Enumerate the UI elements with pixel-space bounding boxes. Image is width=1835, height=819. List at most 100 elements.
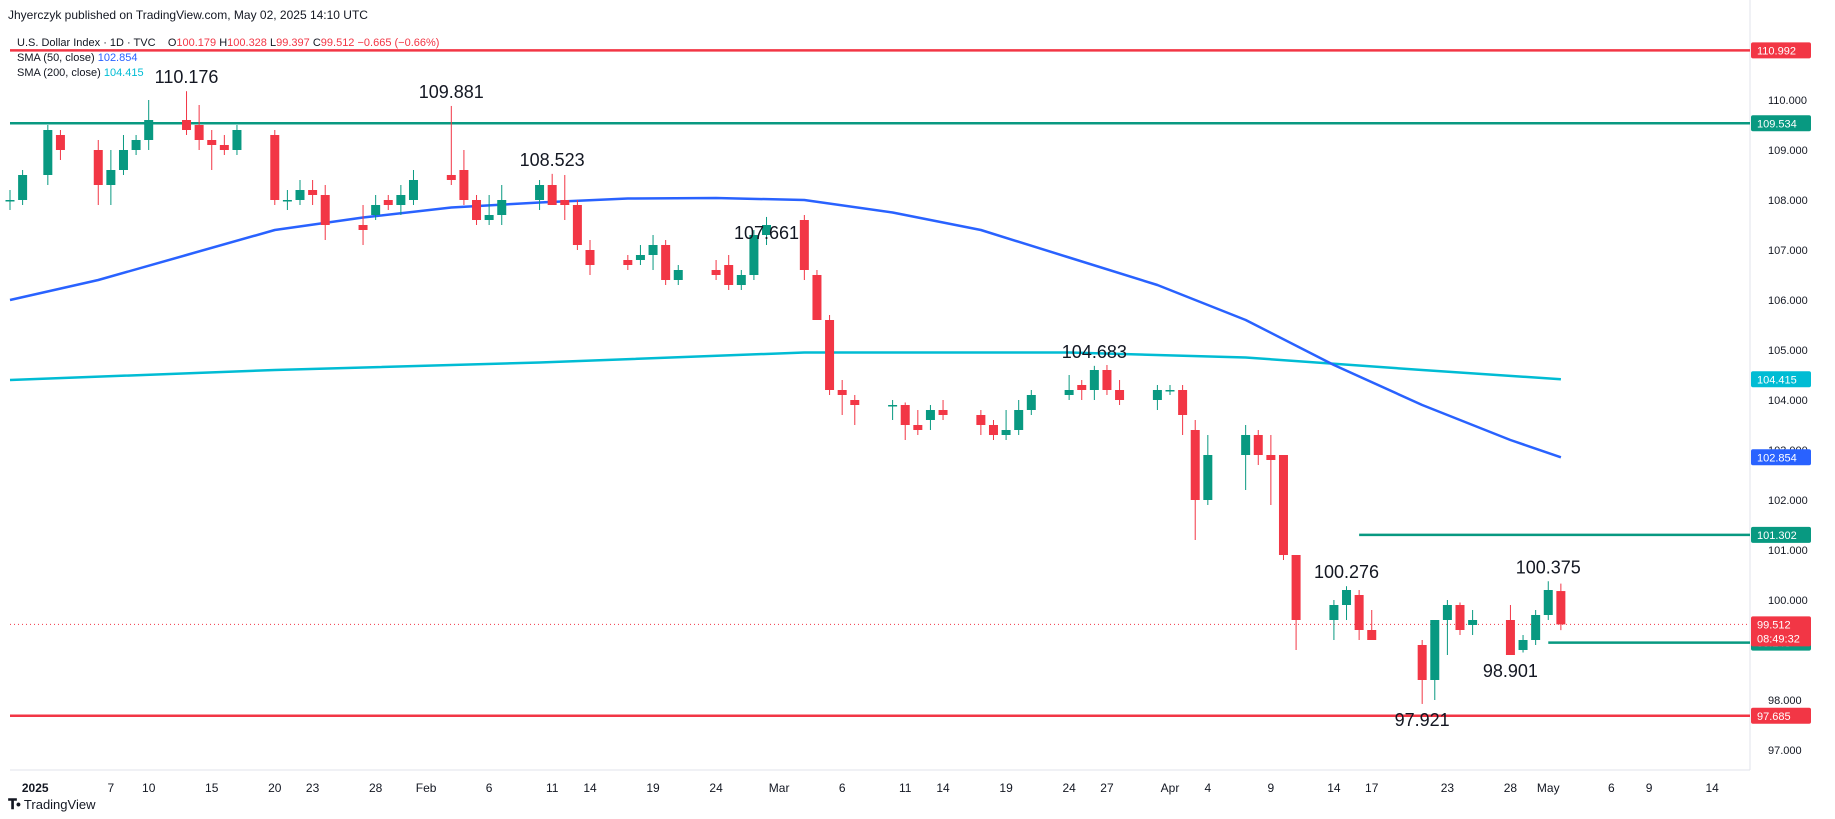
level-badge-label: 101.302: [1757, 530, 1797, 542]
candle-body: [1342, 590, 1352, 605]
x-tick-label: 19: [999, 781, 1013, 795]
candle-body: [661, 245, 671, 280]
x-tick-label: Mar: [769, 781, 790, 795]
level-badge-label: 109.534: [1757, 118, 1797, 130]
x-tick-label: 11: [546, 781, 559, 795]
sma50-line: [9, 196, 1562, 459]
x-tick-label: 19: [646, 781, 660, 795]
candle-body: [648, 245, 658, 255]
x-tick-label: 6: [839, 781, 846, 795]
x-tick-label: 6: [486, 781, 493, 795]
candle-body: [459, 170, 469, 200]
candle-body: [1026, 395, 1036, 410]
candle-body: [749, 235, 759, 275]
y-tick-label: 100.000: [1768, 595, 1808, 607]
candle-body: [1367, 630, 1377, 640]
candle-body: [585, 250, 595, 265]
price-annotation: 98.901: [1483, 661, 1538, 681]
x-tick-label: 15: [205, 781, 219, 795]
y-tick-label: 104.000: [1768, 395, 1808, 407]
price-annotation: 108.523: [520, 150, 585, 170]
x-tick-label: 14: [936, 781, 950, 795]
x-tick-label: May: [1537, 781, 1560, 795]
candle-body: [1455, 605, 1465, 630]
x-tick-label: 14: [1327, 781, 1341, 795]
candle-body: [308, 190, 318, 195]
candle-body: [282, 200, 292, 202]
candle-body: [850, 400, 860, 405]
level-badge-bg: [1751, 115, 1811, 132]
candle-body: [1241, 435, 1251, 455]
candle-body: [1266, 455, 1276, 460]
last-price-badge-bg: [1751, 616, 1811, 647]
candle-body: [144, 120, 154, 140]
tradingview-logo-text: TradingView: [23, 797, 96, 812]
legend-open-value: 100.179: [176, 37, 217, 49]
tradingview-logo[interactable]: 𝐓• TradingView: [8, 796, 95, 813]
candle-body: [207, 140, 217, 145]
y-tick-label: 109.000: [1768, 145, 1808, 157]
x-tick-label: 23: [306, 781, 320, 795]
candle-body: [55, 135, 65, 150]
y-tick-label: 105.000: [1768, 345, 1808, 357]
x-tick-label: 28: [1504, 781, 1518, 795]
legend-sma50[interactable]: SMA (50, close) 102.854: [17, 51, 439, 66]
candle-body: [1329, 605, 1339, 620]
legend-low-label: L: [269, 37, 277, 49]
level-badge-bg: [1751, 526, 1811, 543]
candle-body: [383, 200, 393, 205]
candle-body: [736, 275, 746, 285]
legend: U.S. Dollar Index · 1D · TVC O100.179 H1…: [17, 36, 439, 81]
sma200-line: [9, 351, 1561, 382]
candle-body: [131, 140, 141, 150]
candle-body: [1354, 595, 1364, 630]
candle-body: [18, 175, 28, 200]
x-tick-label: 10: [142, 781, 156, 795]
publisher-line: Jhyerczyk published on TradingView.com, …: [8, 8, 368, 22]
price-annotation: 107.661: [734, 223, 799, 243]
y-tick-label: 98.000: [1768, 695, 1802, 707]
candle-body: [219, 145, 229, 150]
x-tick-label: 28: [369, 781, 383, 795]
last-price-badge-label: 99.512: [1757, 619, 1791, 631]
candle-body: [1115, 390, 1125, 400]
candle-body: [1203, 455, 1213, 500]
candle-body: [396, 195, 406, 205]
sma-badge-label: 104.415: [1757, 374, 1797, 386]
candle-body: [976, 415, 986, 425]
x-tick-label: 17: [1365, 781, 1379, 795]
candle-body: [1278, 455, 1288, 555]
legend-high-label: H: [219, 37, 228, 49]
candle-body: [812, 275, 822, 320]
candle-body: [484, 215, 494, 220]
y-tick-label: 97.000: [1768, 745, 1802, 757]
sma-badge-bg: [1751, 371, 1811, 388]
y-tick-label: 106.000: [1768, 295, 1808, 307]
legend-sma200[interactable]: SMA (200, close) 104.415: [17, 66, 439, 81]
candle-body: [1014, 410, 1024, 430]
candle-body: [408, 180, 418, 200]
legend-close-label: C: [312, 37, 321, 49]
price-annotation: 97.921: [1395, 710, 1450, 730]
candle-body: [913, 425, 923, 430]
x-tick-label: 24: [709, 781, 723, 795]
candle-body: [724, 265, 734, 285]
candle-body: [547, 185, 557, 205]
x-tick-label: Apr: [1161, 781, 1180, 795]
candle-body: [320, 195, 330, 225]
tradingview-logo-icon: 𝐓•: [8, 796, 21, 812]
candle-body: [1531, 615, 1541, 640]
price-annotation: 100.375: [1516, 557, 1581, 577]
legend-open-label: O: [167, 37, 177, 49]
candle-body: [5, 200, 15, 202]
candle-body: [1152, 390, 1162, 400]
candle-body: [295, 190, 305, 200]
y-tick-label: 108.000: [1768, 195, 1808, 207]
candle-body: [1468, 620, 1478, 625]
candle-body: [825, 320, 835, 390]
candle-body: [182, 120, 192, 130]
candle-body: [1417, 645, 1427, 680]
candle-body: [888, 405, 898, 407]
candle-body: [118, 150, 128, 170]
